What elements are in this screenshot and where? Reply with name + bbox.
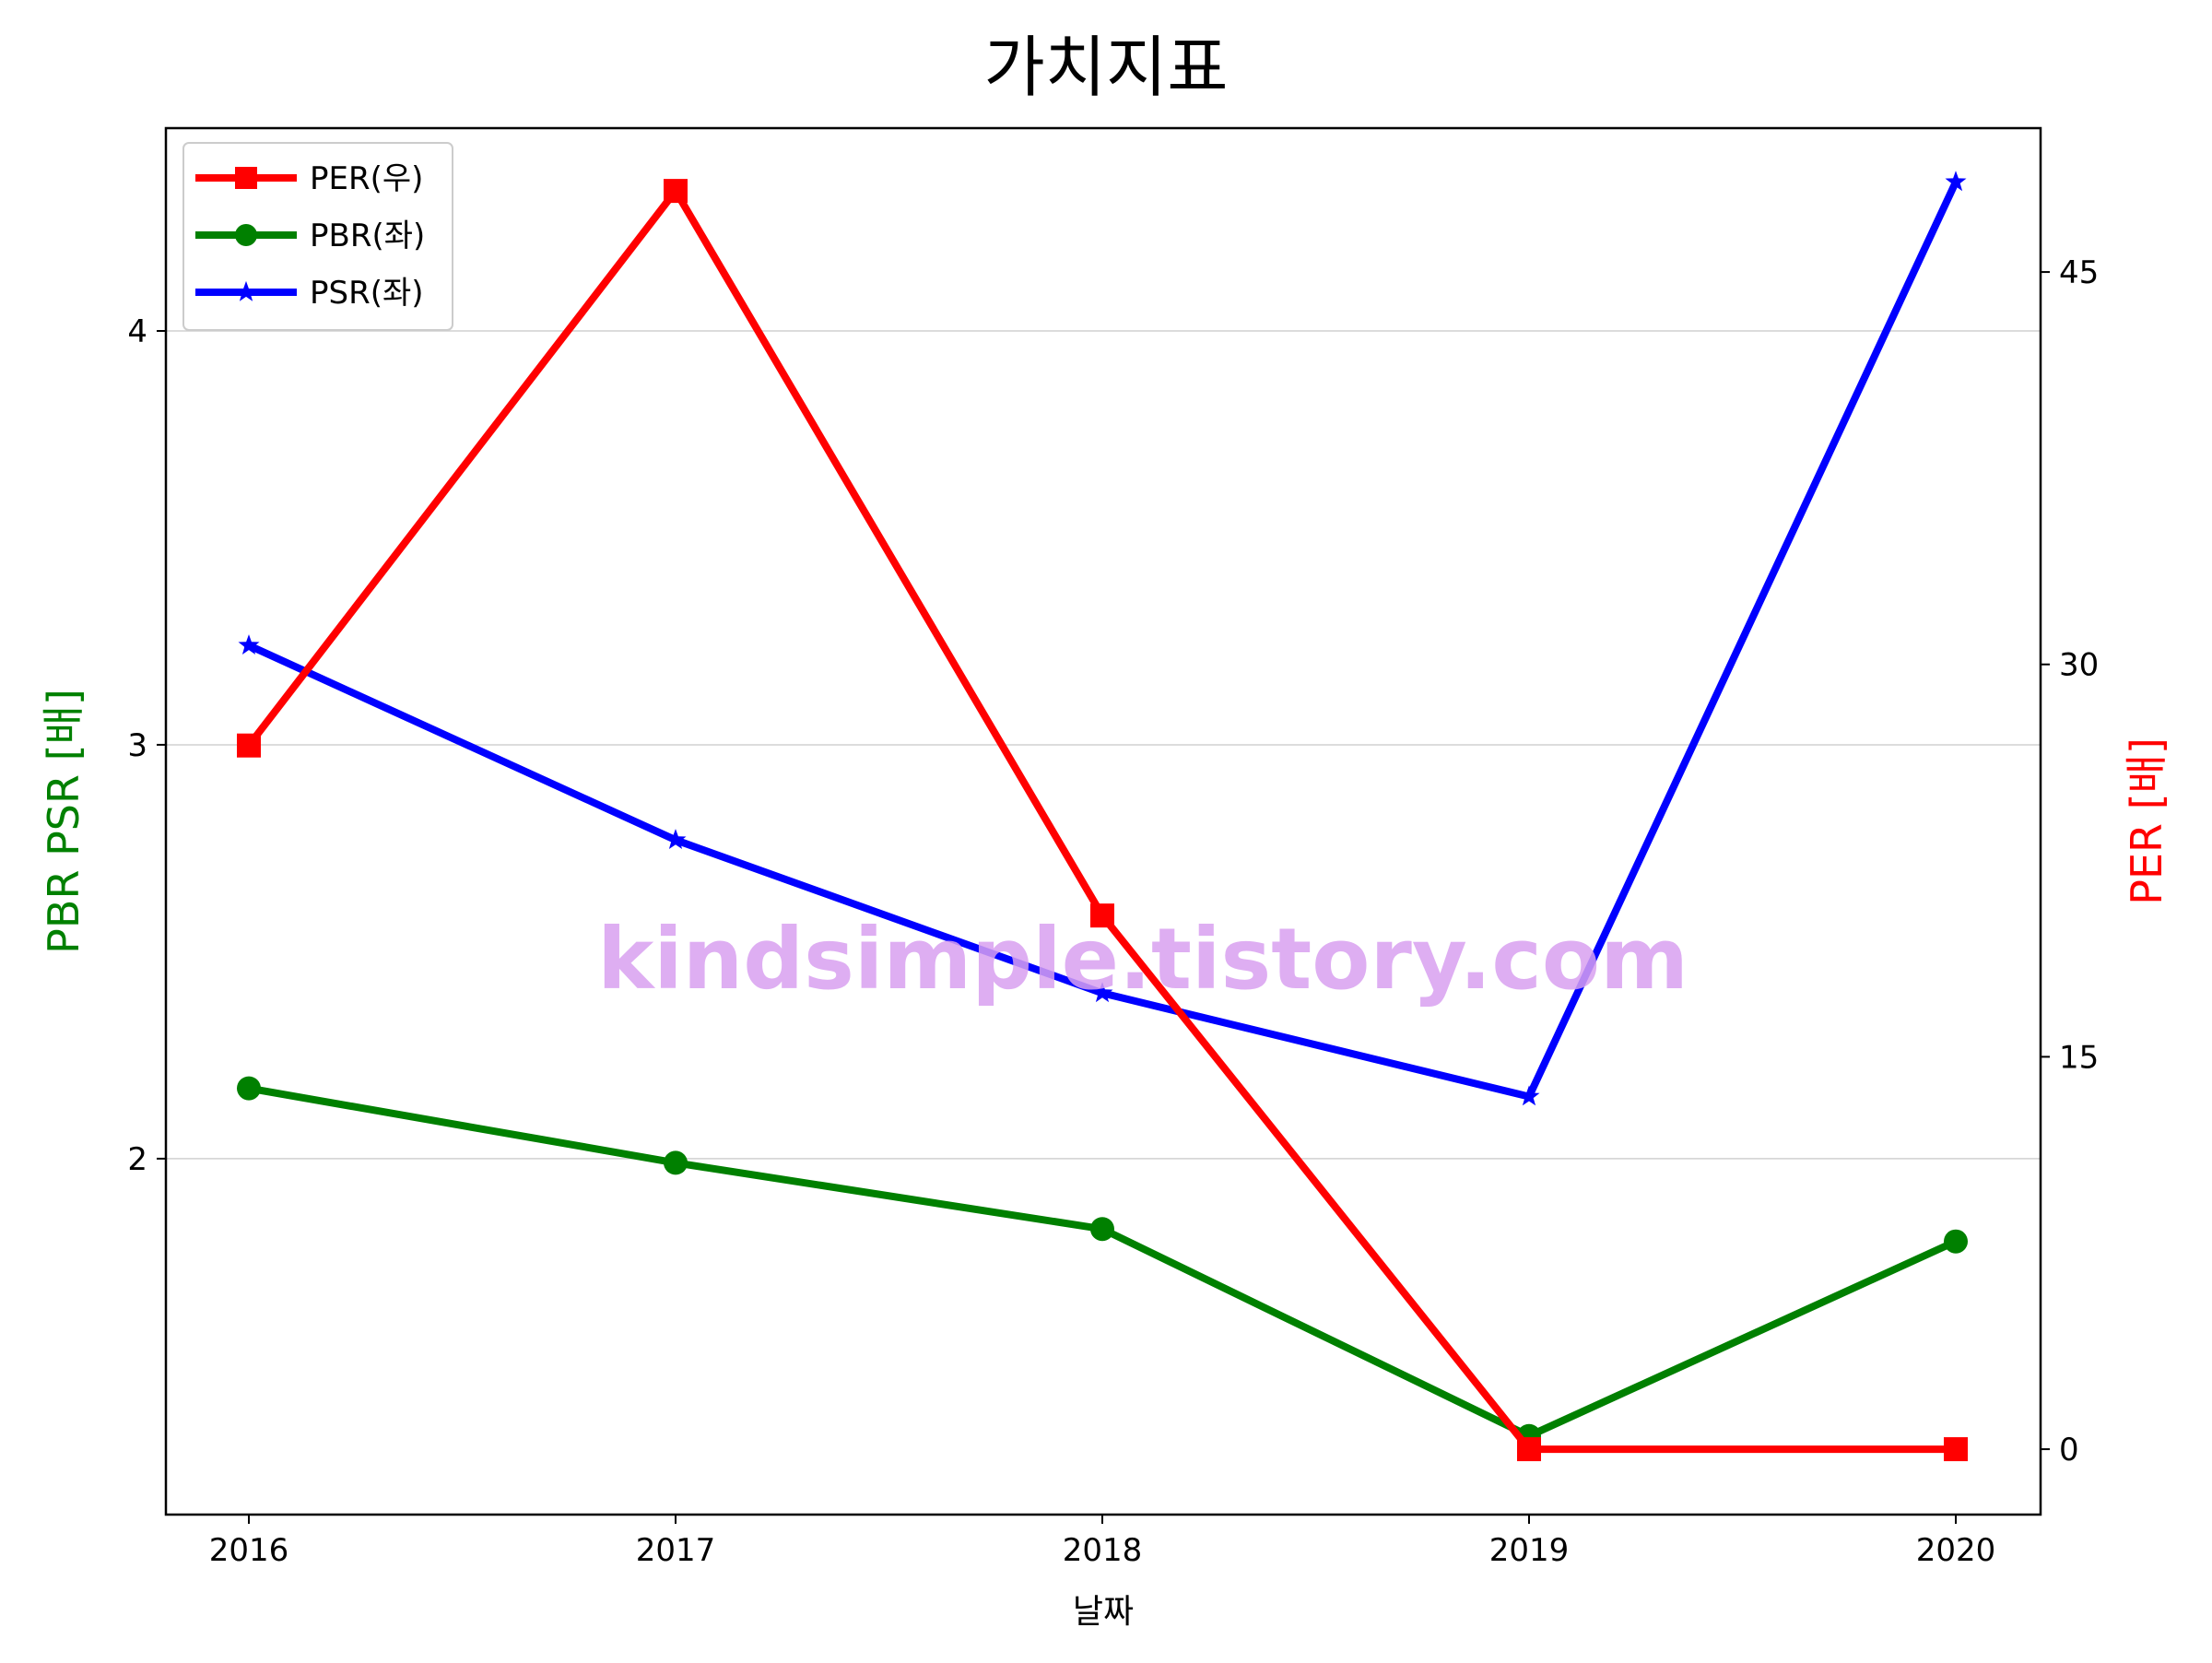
x-tick-label-2016: 2016 (209, 1532, 289, 1569)
y-left-tick-label-2: 2 (127, 1141, 147, 1178)
series-psr (238, 171, 1967, 1106)
y-axis-left-label: PBR PSR [배] (39, 689, 88, 954)
y-left-tick-label-3: 3 (127, 727, 147, 764)
legend-label-psr: PSR(좌) (310, 275, 424, 312)
data-point-pbr-2020 (1944, 1229, 1968, 1254)
legend-item-psr: PSR(좌) (195, 275, 424, 312)
data-point-per-2018 (1090, 903, 1114, 928)
x-tick-label-2017: 2017 (636, 1532, 716, 1569)
x-axis-label: 날짜 (1073, 1593, 1134, 1631)
series-per (237, 179, 1968, 1462)
grid-layer (166, 330, 2041, 1160)
data-point-psr-2020 (1945, 171, 1967, 192)
data-point-pbr-2017 (664, 1150, 688, 1175)
data-point-psr-2019 (1518, 1085, 1540, 1106)
legend-box (182, 142, 453, 331)
legend-item-per: PER(우) (195, 160, 423, 197)
legend: PER(우) PBR(좌) PSR(좌) (182, 142, 453, 331)
x-tick-label-2018: 2018 (1063, 1532, 1143, 1569)
y-right-tick-label-30: 30 (2059, 647, 2099, 684)
legend-item-pbr: PBR(좌) (195, 218, 425, 254)
data-point-pbr-2018 (1090, 1217, 1114, 1242)
data-point-per-2016 (237, 733, 261, 758)
chart-title: 가치지표 (984, 29, 1229, 106)
watermark-layer: kindsimple.tistory.com (597, 910, 1688, 1008)
y-left-tick-label-4: 4 (127, 313, 147, 350)
data-point-psr-2017 (665, 829, 687, 849)
ticks-layer: 2016 2017 2018 2019 2020 2 3 4 0 15 30 45 (127, 254, 2099, 1569)
y-axis-right-label: PER [배] (2122, 737, 2171, 905)
series-layer (237, 171, 1968, 1462)
legend-swatch-marker (235, 224, 257, 246)
data-point-pbr-2016 (237, 1076, 261, 1101)
watermark-text: kindsimple.tistory.com (597, 910, 1688, 1008)
legend-label-per: PER(우) (310, 160, 423, 197)
x-tick-label-2019: 2019 (1489, 1532, 1570, 1569)
y-right-tick-label-0: 0 (2059, 1432, 2079, 1468)
legend-label-pbr: PBR(좌) (310, 218, 425, 254)
legend-swatch-marker (235, 280, 257, 301)
y-right-tick-label-45: 45 (2059, 254, 2099, 291)
data-point-per-2017 (664, 179, 688, 204)
data-point-psr-2018 (1091, 982, 1113, 1003)
x-tick-label-2020: 2020 (1916, 1532, 1996, 1569)
data-point-per-2020 (1944, 1437, 1968, 1462)
y-right-tick-label-15: 15 (2059, 1039, 2099, 1076)
data-point-per-2019 (1517, 1437, 1541, 1462)
data-point-psr-2016 (238, 634, 260, 655)
legend-swatch-marker (235, 167, 257, 189)
